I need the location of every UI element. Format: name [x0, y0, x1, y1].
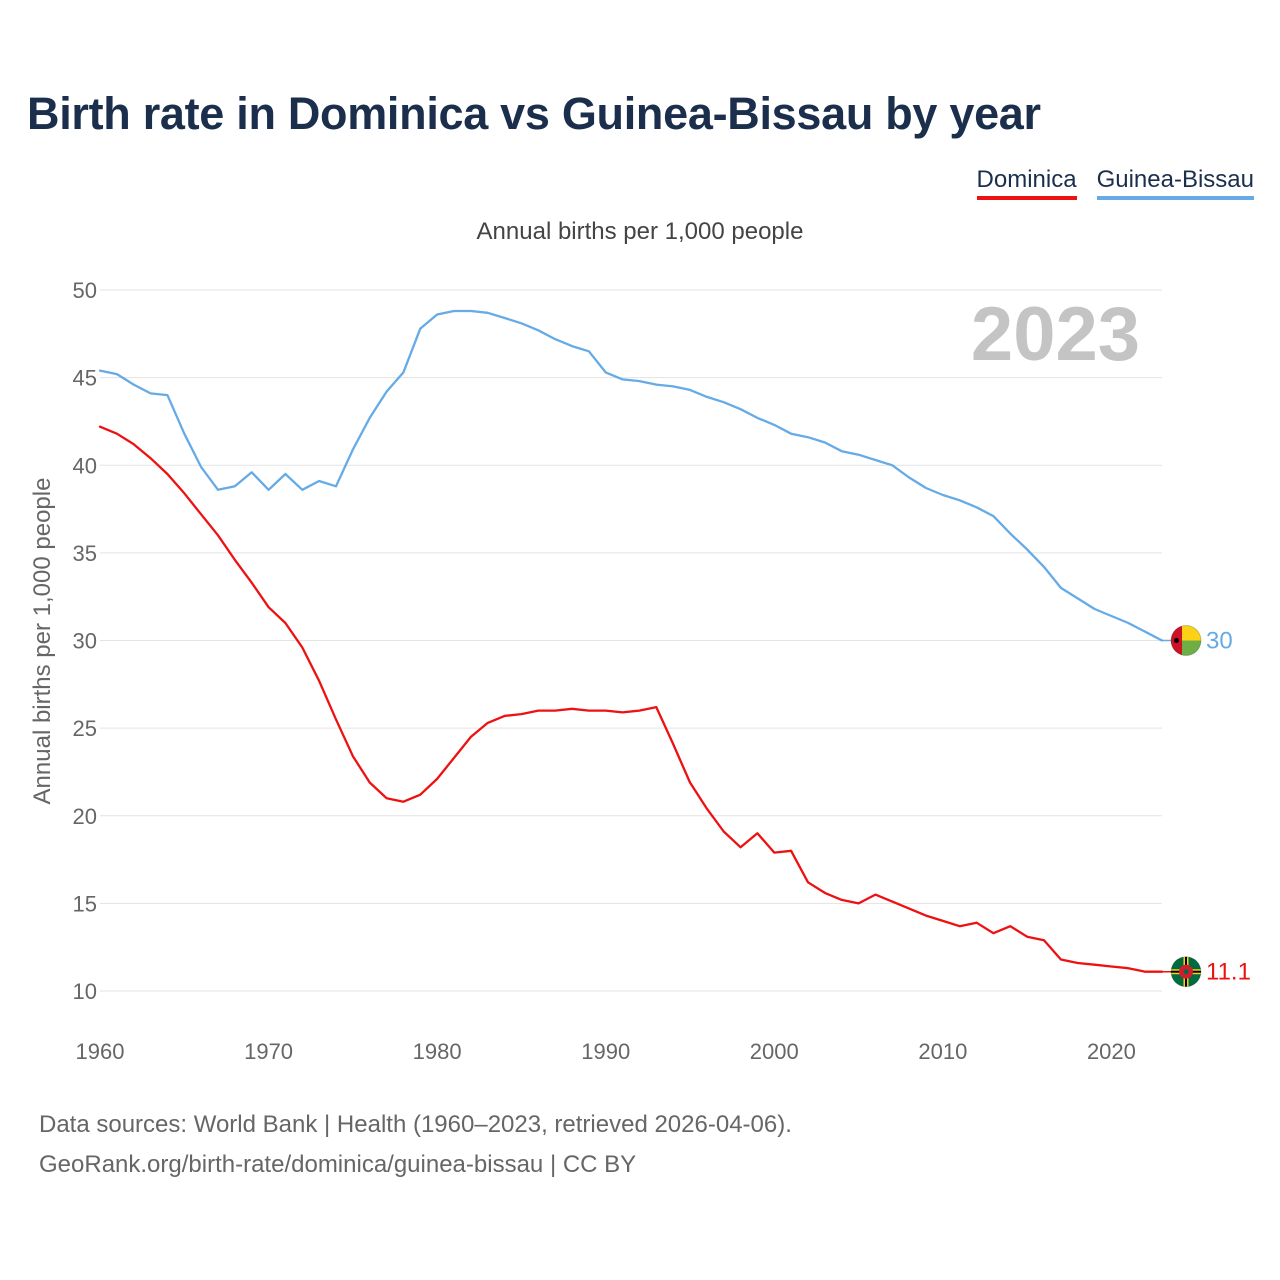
y-axis-ticks: 10 15 20 25 30 35 40 45 50	[73, 278, 97, 1004]
grid-lines	[100, 289, 1162, 992]
x-tick-2020: 2020	[1087, 1039, 1136, 1064]
series-end-markers: 11.1 30	[1162, 625, 1251, 988]
y-tick-15: 15	[73, 891, 97, 916]
footer-sources: Data sources: World Bank | Health (1960–…	[39, 1111, 792, 1138]
chart-subtitle: Annual births per 1,000 people	[476, 218, 804, 245]
legend: Dominica Guinea-Bissau	[976, 166, 1254, 200]
year-watermark: 2023	[971, 292, 1140, 377]
series-lines	[98, 309, 1164, 973]
x-tick-1980: 1980	[413, 1039, 462, 1064]
y-axis-label: Annual births per 1,000 people	[29, 478, 56, 805]
flag-guinea-bissau-icon	[1170, 625, 1202, 656]
x-axis-ticks: 1960 1970 1980 1990 2000 2010 2020	[76, 1039, 1136, 1064]
chart-title: Birth rate in Dominica vs Guinea-Bissau …	[27, 88, 1041, 139]
footer-link[interactable]: GeoRank.org/birth-rate/dominica/guinea-b…	[39, 1151, 637, 1178]
x-tick-1990: 1990	[581, 1039, 630, 1064]
end-label-guinea-bissau: 30	[1206, 628, 1233, 655]
y-tick-50: 50	[73, 278, 97, 303]
y-tick-35: 35	[73, 541, 97, 566]
y-tick-45: 45	[73, 366, 97, 391]
end-label-dominica: 11.1	[1206, 959, 1251, 986]
x-tick-2010: 2010	[918, 1039, 967, 1064]
x-tick-1960: 1960	[76, 1039, 125, 1064]
y-tick-10: 10	[73, 979, 97, 1004]
y-tick-25: 25	[73, 716, 97, 741]
y-tick-20: 20	[73, 804, 97, 829]
series-line-dominica	[98, 425, 1164, 973]
y-tick-30: 30	[73, 629, 97, 654]
legend-item-dominica[interactable]: Dominica	[976, 166, 1077, 200]
y-tick-40: 40	[73, 453, 97, 478]
flag-dominica-icon	[1170, 956, 1202, 988]
x-tick-1970: 1970	[244, 1039, 293, 1064]
legend-item-guinea-bissau[interactable]: Guinea-Bissau	[1096, 166, 1254, 200]
footer: Data sources: World Bank | Health (1960–…	[39, 1105, 792, 1185]
x-tick-2000: 2000	[750, 1039, 799, 1064]
series-line-guinea-bissau	[98, 309, 1164, 642]
